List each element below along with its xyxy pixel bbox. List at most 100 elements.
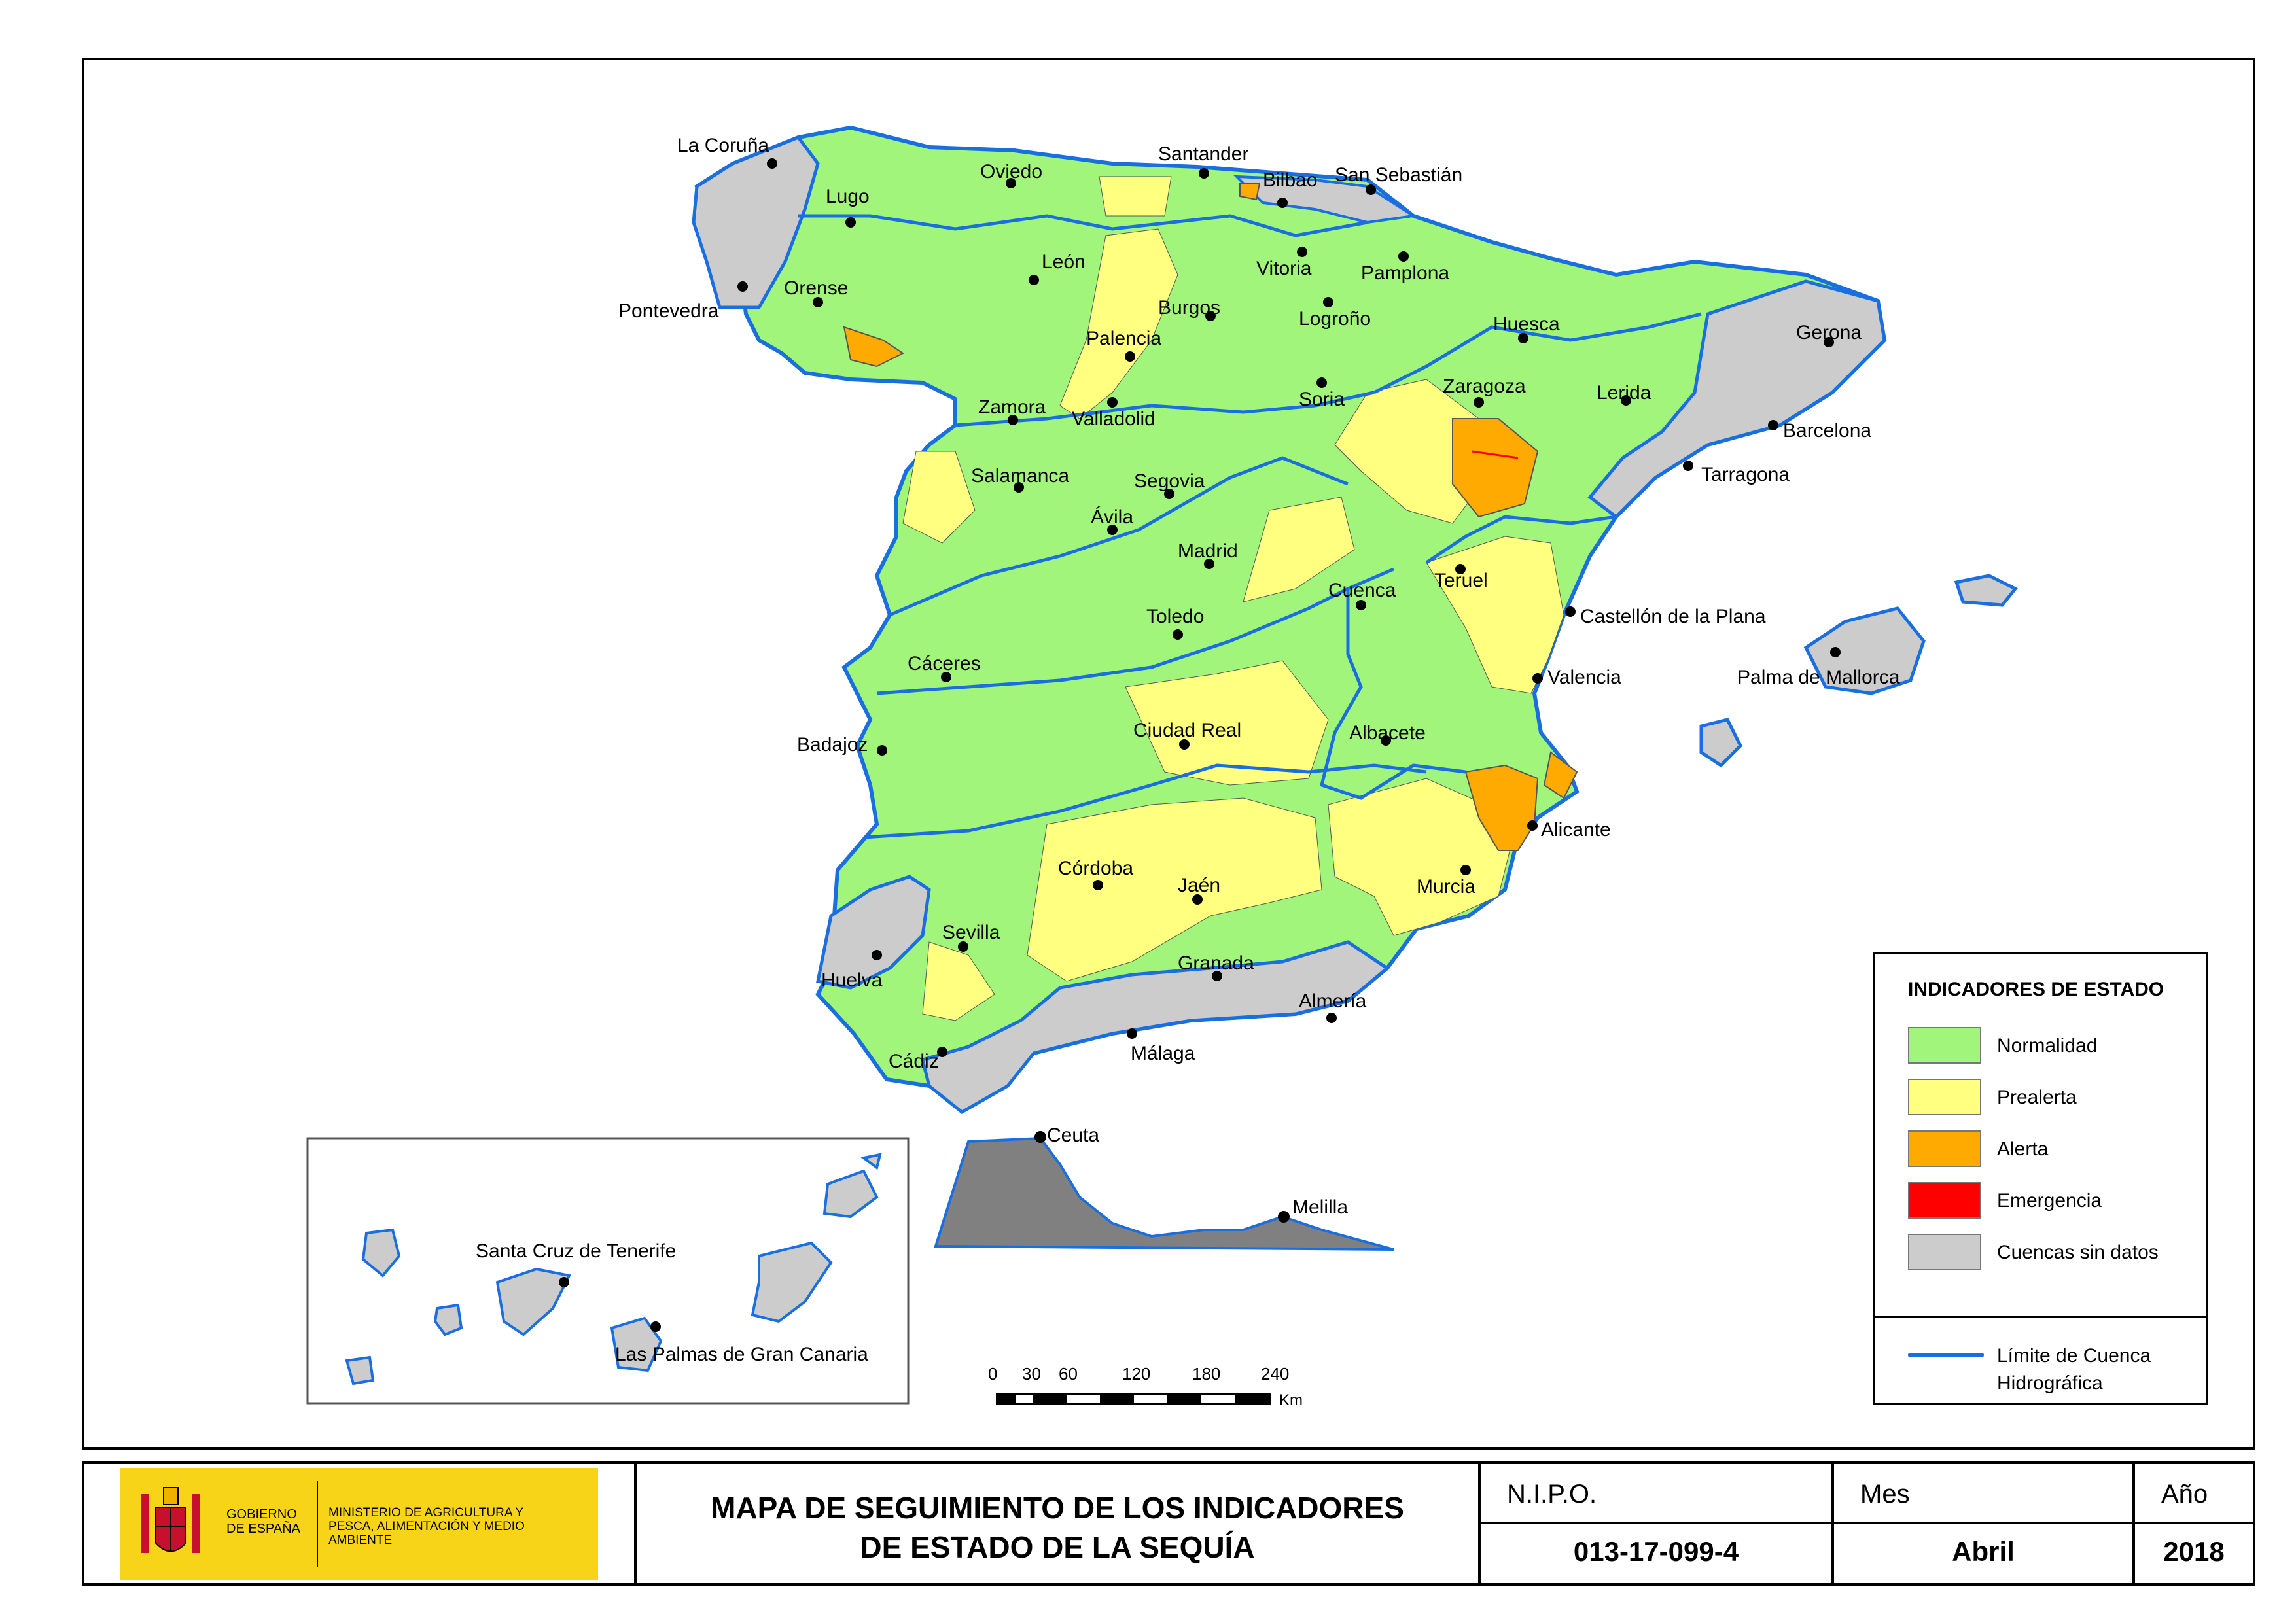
city-label: Vitoria (1256, 258, 1312, 279)
alerta-alicante (1464, 764, 1539, 851)
legend: INDICADORES DE ESTADO Normalidad Prealer… (1873, 952, 2208, 1405)
alerta-sil (843, 326, 904, 368)
city-label: Almería (1299, 990, 1367, 1012)
city-label: Ciudad Real (1133, 720, 1241, 741)
menorca (1954, 574, 2018, 607)
mes-cell: Mes Abril (1834, 1464, 2135, 1583)
city-label: Valladolid (1072, 408, 1156, 430)
city-label: Jaén (1178, 875, 1220, 896)
legend-label: Normalidad (1997, 1035, 2098, 1056)
city-label: Huesca (1493, 313, 1560, 335)
prealerta-segura (1328, 778, 1512, 936)
city-label: Lugo (826, 186, 870, 207)
canarias-inset (306, 1137, 910, 1405)
prealerta-guadiana (1125, 660, 1329, 786)
legend-label: Cuencas sin datos (1997, 1242, 2159, 1263)
city-label: Santa Cruz de Tenerife (476, 1240, 676, 1262)
city-label: Soria (1299, 389, 1345, 410)
city-markers (559, 158, 1841, 1332)
city-label: Madrid (1178, 540, 1238, 562)
legend-item: Normalidad (1908, 1027, 2196, 1064)
nipo-cell: N.I.P.O. 013-17-099-4 (1481, 1464, 1834, 1583)
prealerta-salamanca (902, 451, 976, 544)
alerta-aragon (1452, 418, 1539, 518)
city-label: Segovia (1134, 470, 1205, 492)
city-label: Murcia (1417, 876, 1475, 898)
city-label: Bilbao (1263, 169, 1317, 191)
city-label: Córdoba (1058, 858, 1133, 879)
city-label: Zaragoza (1443, 375, 1526, 397)
legend-item: Prealerta (1908, 1079, 2196, 1115)
city-label: Gerona (1796, 322, 1862, 343)
city-label: Málaga (1131, 1043, 1195, 1064)
basin-boundary-label: Límite de Cuenca Hidrográfica (1997, 1345, 2151, 1394)
legend-divider (1875, 1316, 2206, 1318)
city-label: Huelva (821, 969, 883, 991)
city-label: Alicante (1541, 819, 1611, 841)
legend-label: Emergencia (1997, 1190, 2102, 1212)
andalucia-mediterranea-no-data (920, 940, 1390, 1115)
anio-cell: Año 2018 (2135, 1464, 2253, 1583)
emergencia-zone (1472, 450, 1519, 459)
canary-islands (345, 1153, 882, 1386)
city-label: Oviedo (980, 161, 1042, 183)
city-label: Teruel (1434, 570, 1488, 591)
ceuta-melilla-strip (934, 1136, 1394, 1251)
city-label: Orense (784, 277, 848, 299)
ibiza (1699, 718, 1743, 768)
city-label: Badajoz (797, 734, 868, 756)
city-label: Tarragona (1701, 464, 1790, 485)
coat-of-arms-icon (141, 1487, 200, 1553)
mallorca (1803, 606, 1926, 695)
legend-label: Alerta (1997, 1138, 2049, 1160)
city-label: Castellón de la Plana (1580, 606, 1766, 627)
alerta-bilbao (1239, 183, 1261, 201)
government-logo-area: GOBIERNO DE ESPAÑA MINISTERIO DE AGRICUL… (84, 1464, 637, 1583)
legend-item: Emergencia (1908, 1182, 2196, 1219)
city-label: Palencia (1086, 328, 1161, 349)
scale-tick: 120 (1122, 1364, 1151, 1384)
city-label: Burgos (1158, 297, 1220, 319)
city-label: La Coruña (677, 135, 769, 156)
nipo-value: 013-17-099-4 (1573, 1536, 1739, 1567)
ministerio-label: MINISTERIO DE AGRICULTURA Y PESCA, ALIME… (328, 1506, 525, 1547)
scale-unit: Km (1279, 1391, 1303, 1409)
city-label: Pamplona (1361, 262, 1449, 284)
basin-boundary-line-sample (1908, 1353, 1984, 1357)
city-label: Valencia (1547, 667, 1621, 688)
map-title: MAPA DE SEGUIMIENTO DE LOS INDICADORES D… (637, 1464, 1481, 1583)
city-label: Melilla (1292, 1196, 1348, 1218)
nipo-label: N.I.P.O. (1507, 1480, 1597, 1509)
city-label: Cuenca (1328, 580, 1396, 601)
anio-value: 2018 (2163, 1536, 2225, 1567)
city-label: Cáceres (908, 653, 981, 674)
legend-swatch (1908, 1182, 1981, 1219)
prealerta-levante (1426, 536, 1564, 694)
logo-divider (317, 1481, 318, 1567)
prealerta-duero (1059, 228, 1178, 419)
legend-title: INDICADORES DE ESTADO (1908, 979, 2164, 1000)
legend-label: Prealerta (1997, 1087, 2077, 1108)
city-label: Toledo (1146, 606, 1204, 627)
cataluna-no-data (1587, 279, 1886, 519)
city-label: Ceuta (1047, 1125, 1099, 1146)
gobierno-label: GOBIERNO DE ESPAÑA (226, 1507, 300, 1536)
basin-boundaries (798, 214, 1702, 839)
prealerta-andalucia (1027, 797, 1322, 982)
legend-swatch (1908, 1130, 1981, 1167)
prealerta-huelva (922, 941, 995, 1021)
mes-value: Abril (1952, 1536, 2015, 1567)
map-frame (82, 58, 2255, 1450)
scale-bar-segments (996, 1393, 1271, 1405)
city-label: San Sebastián (1335, 164, 1462, 186)
city-label: Zamora (978, 396, 1046, 418)
legend-item: Cuencas sin datos (1908, 1234, 2196, 1270)
city-label: Sevilla (942, 922, 1000, 943)
legend-swatch (1908, 1079, 1981, 1115)
city-label: Barcelona (1783, 420, 1871, 442)
anio-label: Año (2161, 1480, 2208, 1509)
city-label: Cádiz (889, 1051, 939, 1072)
prealerta-cantabria (1099, 176, 1172, 217)
alerta-valencia-coast (1543, 751, 1578, 799)
